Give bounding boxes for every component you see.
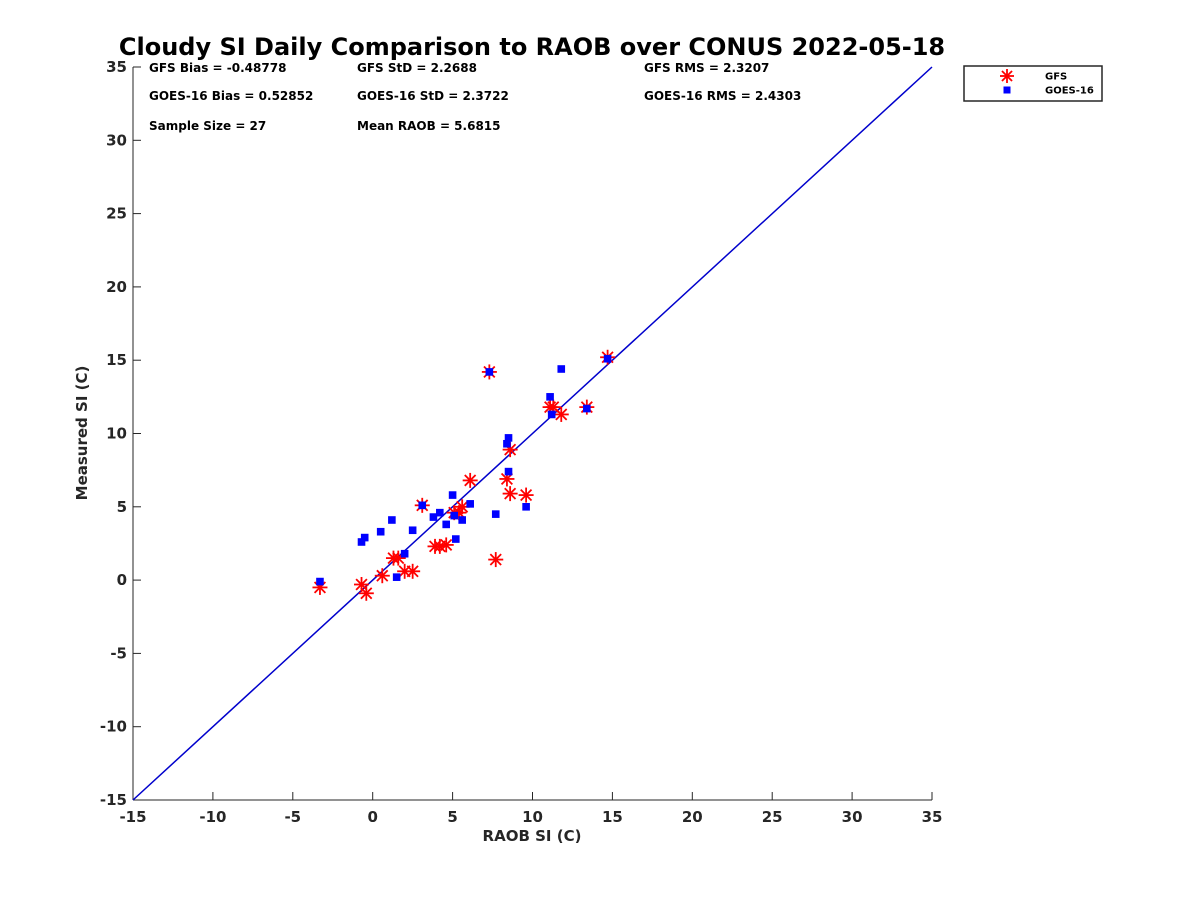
goes-16-point (504, 434, 513, 442)
y-tick-label: 35 (106, 58, 127, 76)
goes-16-point (418, 501, 427, 510)
x-tick-label: -10 (199, 808, 226, 826)
goes-16-point (503, 439, 511, 448)
x-tick-label: 30 (842, 808, 863, 826)
goes-16-point (400, 549, 409, 558)
gfs-point (518, 487, 534, 503)
goes-16-point (316, 577, 324, 586)
x-tick-label: -5 (284, 808, 301, 826)
goes-16-point (546, 393, 554, 401)
gfs-point (358, 585, 374, 601)
gfs-point (462, 472, 478, 488)
legend-box (963, 65, 1103, 102)
gfs-point (488, 552, 504, 568)
gfs-point (374, 568, 390, 584)
goes-16-point (450, 511, 458, 520)
reference-line-layer (132, 66, 933, 801)
y-tick-label: -5 (110, 644, 127, 662)
legend-gfs-marker (1000, 69, 1014, 83)
stat-text: Mean RAOB = 5.6815 (357, 119, 501, 133)
goes-16-point (376, 527, 385, 536)
goes-16-point (448, 491, 457, 499)
legend-goes-16-label: GOES-16 (1045, 86, 1094, 97)
goes-16-point (491, 510, 500, 518)
goes-16-point (408, 526, 417, 535)
y-tick-label: 10 (106, 425, 127, 443)
goes-16-point (442, 520, 451, 529)
y-axis-label: Measured SI (C) (73, 366, 91, 501)
x-tick-label: 15 (602, 808, 623, 826)
one-to-one-line (132, 66, 933, 801)
plot-axes: -15 -10 -5 0 5 10 15 20 25 30 35 -15 -10 -5 0 5 10 15 20 25… (100, 58, 943, 826)
stat-text: Sample Size = 27 (149, 119, 266, 133)
goes-16-point (522, 503, 530, 511)
x-axis-label: RAOB SI (C) (483, 827, 582, 845)
stats-block: GFS Bias = -0.48778 GFS StD = 2.2688 GFS R… (149, 61, 801, 133)
stat-text: GFS StD = 2.2688 (357, 61, 477, 75)
gfs-point (438, 537, 454, 553)
chart-title: Cloudy SI Daily Comparison to RAOB over … (119, 33, 945, 61)
goes-16-point (458, 516, 466, 524)
goes-16-point (485, 368, 494, 376)
goes-16-point (603, 354, 612, 363)
gfs-point (405, 563, 421, 579)
y-tick-label: -10 (100, 718, 127, 736)
x-tick-label: 10 (522, 808, 543, 826)
y-tick-label: 25 (106, 205, 127, 223)
stat-text: GFS Bias = -0.48778 (149, 61, 286, 75)
stat-text: GOES-16 StD = 2.3722 (357, 89, 509, 103)
legend-gfs-label: GFS (1045, 72, 1067, 83)
goes-16-point (466, 500, 474, 508)
y-tick-label: 20 (106, 278, 127, 296)
goes-16-point (388, 516, 396, 524)
y-tick-label: -15 (100, 791, 127, 809)
x-tick-label: 20 (682, 808, 703, 826)
goes-16-point (436, 508, 444, 517)
x-tick-label: 35 (922, 808, 943, 826)
gfs-point (502, 486, 518, 502)
x-tick-label: 5 (447, 808, 457, 826)
goes-16-point (360, 533, 369, 542)
goes-16-point (451, 535, 460, 543)
goes-16-point (357, 538, 366, 546)
goes-16-point (429, 513, 438, 521)
x-tick-label: 25 (762, 808, 783, 826)
data-points-layer (312, 349, 616, 601)
stat-text: GFS RMS = 2.3207 (644, 61, 769, 75)
legend: GFS GOES-16 (963, 65, 1103, 102)
y-tick-label: 0 (117, 571, 127, 589)
goes-16-point (583, 404, 591, 413)
goes-16-point (557, 365, 566, 373)
x-tick-label: -15 (119, 808, 146, 826)
stat-text: GOES-16 RMS = 2.4303 (644, 89, 801, 103)
goes-16-point (504, 467, 513, 476)
y-tick-label: 30 (106, 131, 127, 149)
stat-text: GOES-16 Bias = 0.52852 (149, 89, 313, 103)
goes-16-point (392, 573, 401, 581)
x-tick-label: 0 (367, 808, 377, 826)
legend-goes-16-marker (1003, 86, 1011, 94)
y-tick-label: 15 (106, 351, 127, 369)
y-tick-label: 5 (117, 498, 127, 516)
goes-16-point (547, 410, 556, 419)
gfs-point (553, 406, 569, 422)
